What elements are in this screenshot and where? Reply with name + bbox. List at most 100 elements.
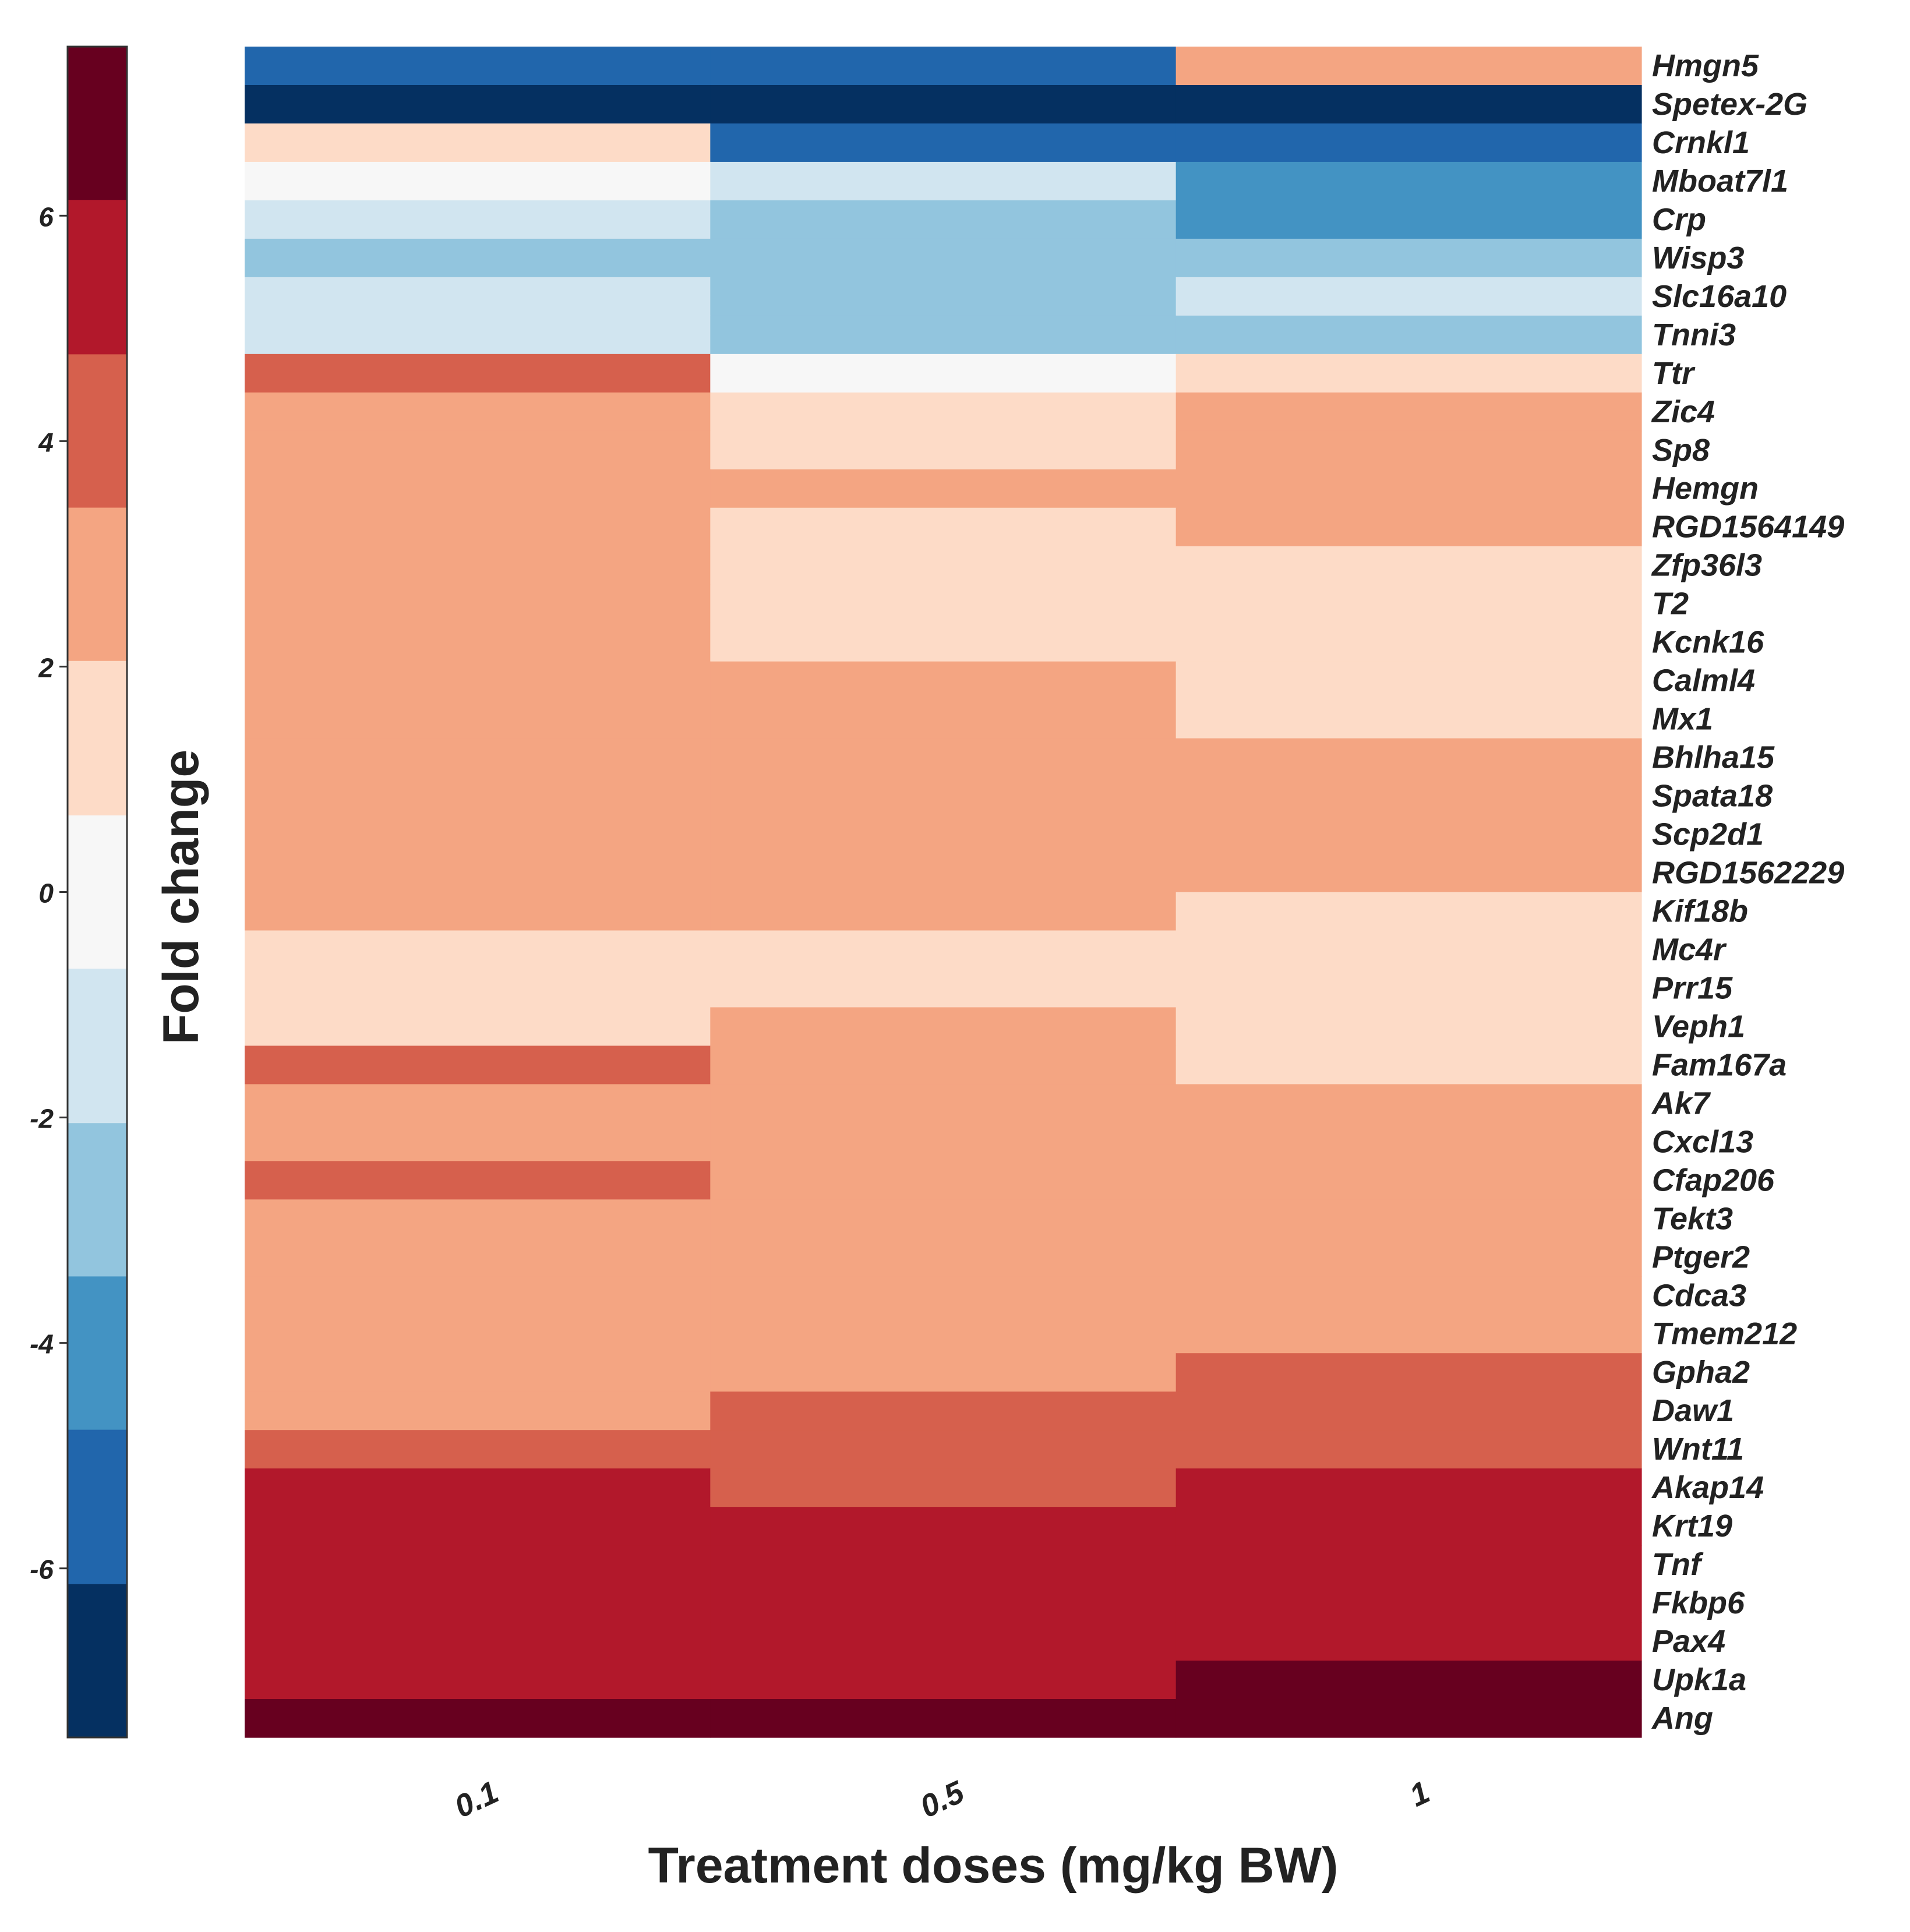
heatmap-cell-RGD1562229-1 — [1175, 853, 1642, 893]
heatmap-cell-Scp2d1-1 — [1175, 815, 1642, 854]
heatmap-cell-Krt19-0.1 — [245, 1507, 711, 1546]
colorbar-bin-8 — [68, 1276, 127, 1431]
heatmap-cell-Ak7-0.5 — [710, 1084, 1177, 1123]
heatmap-cell-Veph1-1 — [1175, 1007, 1642, 1047]
colorbar-label: Fold change — [153, 750, 209, 1044]
heatmap-cell-Kcnk16-0.1 — [245, 623, 711, 662]
colorbar-bin-6 — [68, 969, 127, 1124]
row-label-Spata18: Spata18 — [1652, 779, 1773, 814]
heatmap-cell-Zic4-0.1 — [245, 392, 711, 432]
heatmap-cell-Mc4r-0.1 — [245, 930, 711, 970]
row-label-Ptger2: Ptger2 — [1652, 1239, 1750, 1274]
row-label-Akap14: Akap14 — [1651, 1470, 1764, 1505]
heatmap-cell-T2-0.5 — [710, 584, 1177, 624]
column-labels: 0.1 0.5 1 — [449, 1774, 1435, 1825]
heatmap-cell-Akap14-0.1 — [245, 1468, 711, 1507]
heatmap-cell-Fam167a-0.1 — [245, 1046, 711, 1085]
heatmap-cell-Kcnk16-0.5 — [710, 623, 1177, 662]
heatmap-cell-Hmgn5-1 — [1175, 47, 1642, 86]
colorbar-tick-label-4: 4 — [38, 427, 54, 457]
heatmap-cell-Gpha2-1 — [1175, 1353, 1642, 1392]
heatmap-cell-Fkbp6-1 — [1175, 1584, 1642, 1623]
heatmap-cell-Spata18-1 — [1175, 776, 1642, 816]
heatmap-cell-Ang-0.5 — [710, 1699, 1177, 1738]
column-label-0.5: 0.5 — [915, 1774, 970, 1825]
heatmap-cell-Spetex-2G-0.5 — [710, 84, 1177, 124]
row-label-Tnf: Tnf — [1652, 1547, 1704, 1582]
colorbar-tick-label-0: 0 — [38, 878, 54, 909]
row-label-Crp: Crp — [1652, 202, 1706, 237]
heatmap-cell-RGD1564149-0.5 — [710, 507, 1177, 547]
colorbar-bin-10 — [68, 1584, 127, 1738]
heatmap-cell-Slc16a10-0.5 — [710, 277, 1177, 316]
heatmap-cell-Calml4-0.1 — [245, 661, 711, 701]
heatmap-cell-Tnni3-0.1 — [245, 315, 711, 355]
heatmap-cell-Ttr-1 — [1175, 354, 1642, 393]
row-label-Wisp3: Wisp3 — [1652, 241, 1745, 276]
row-label-Tekt3: Tekt3 — [1652, 1201, 1733, 1236]
row-label-Slc16a10: Slc16a10 — [1652, 279, 1787, 314]
heatmap-cell-Scp2d1-0.1 — [245, 815, 711, 854]
heatmap-cell-Tnf-0.1 — [245, 1545, 711, 1584]
heatmap-cell-Zic4-0.5 — [710, 392, 1177, 432]
heatmap-cell-Hmgn5-0.5 — [710, 47, 1177, 86]
heatmap-cell-Bhlha15-0.1 — [245, 738, 711, 778]
heatmap-cell-Fam167a-0.5 — [710, 1046, 1177, 1085]
colorbar-tick-label-2: 2 — [38, 652, 54, 683]
heatmap-cell-Zic4-1 — [1175, 392, 1642, 432]
row-label-Upk1a: Upk1a — [1652, 1662, 1746, 1697]
row-label-Fkbp6: Fkbp6 — [1652, 1585, 1745, 1620]
row-label-Hmgn5: Hmgn5 — [1652, 48, 1759, 83]
heatmap-cell-Cfap206-0.5 — [710, 1161, 1177, 1200]
heatmap-cell-Bhlha15-0.5 — [710, 738, 1177, 778]
heatmap-cell-Upk1a-1 — [1175, 1661, 1642, 1700]
heatmap-cell-Ptger2-1 — [1175, 1238, 1642, 1277]
heatmap-cell-Mboat7l1-0.1 — [245, 161, 711, 201]
colorbar-tick-label--6: -6 — [30, 1555, 54, 1585]
heatmap-cell-Cfap206-0.1 — [245, 1161, 711, 1200]
heatmap-cell-Fkbp6-0.5 — [710, 1584, 1177, 1623]
heatmap-cell-Crnkl1-0.1 — [245, 123, 711, 163]
heatmap-cell-Ang-0.1 — [245, 1699, 711, 1738]
heatmap-cell-Tekt3-0.5 — [710, 1199, 1177, 1238]
heatmap-cell-Wisp3-0.1 — [245, 238, 711, 278]
heatmap-cell-Zfp36l3-0.1 — [245, 546, 711, 585]
heatmap-cell-Wnt11-1 — [1175, 1430, 1642, 1469]
row-label-Tnni3: Tnni3 — [1652, 317, 1736, 352]
heatmap-cell-Mx1-0.5 — [710, 700, 1177, 739]
heatmap-cell-Pax4-0.5 — [710, 1622, 1177, 1661]
row-label-Pax4: Pax4 — [1652, 1624, 1725, 1659]
row-label-Wnt11: Wnt11 — [1652, 1432, 1744, 1467]
row-label-Kif18b: Kif18b — [1652, 893, 1748, 928]
row-label-Gpha2: Gpha2 — [1652, 1355, 1750, 1390]
heatmap-grid — [245, 47, 1642, 1738]
heatmap-cell-Cfap206-1 — [1175, 1161, 1642, 1200]
heatmap-cell-Daw1-1 — [1175, 1391, 1642, 1431]
heatmap-cell-Sp8-0.5 — [710, 430, 1177, 470]
heatmap-cell-Prr15-0.1 — [245, 969, 711, 1008]
heatmap-cell-Mboat7l1-0.5 — [710, 161, 1177, 201]
heatmap-cell-Mx1-1 — [1175, 700, 1642, 739]
colorbar-bin-5 — [68, 815, 127, 969]
row-label-Spetex-2G: Spetex-2G — [1652, 87, 1807, 122]
heatmap-cell-Crp-0.5 — [710, 200, 1177, 239]
colorbar-bin-9 — [68, 1429, 127, 1585]
heatmap-cell-Hemgn-0.5 — [710, 469, 1177, 508]
row-label-Kcnk16: Kcnk16 — [1652, 625, 1764, 660]
heatmap-cell-Bhlha15-1 — [1175, 738, 1642, 778]
heatmap-cell-Tnni3-0.5 — [710, 315, 1177, 355]
row-label-Hemgn: Hemgn — [1652, 471, 1759, 506]
colorbar: 6 4 2 0 -2 -4 -6 — [30, 45, 128, 1739]
heatmap-cell-Ak7-1 — [1175, 1084, 1642, 1123]
column-label-0.1: 0.1 — [449, 1774, 503, 1824]
heatmap-cell-Prr15-0.5 — [710, 969, 1177, 1008]
heatmap-cell-RGD1564149-1 — [1175, 507, 1642, 547]
heatmap-cell-Upk1a-0.5 — [710, 1661, 1177, 1700]
row-label-Tmem212: Tmem212 — [1652, 1316, 1797, 1351]
heatmap-cell-Sp8-0.1 — [245, 430, 711, 470]
heatmap-cell-Ttr-0.1 — [245, 354, 711, 393]
row-label-Mboat7l1: Mboat7l1 — [1652, 164, 1788, 199]
heatmap-cell-Pax4-1 — [1175, 1622, 1642, 1661]
heatmap-cell-Upk1a-0.1 — [245, 1661, 711, 1700]
